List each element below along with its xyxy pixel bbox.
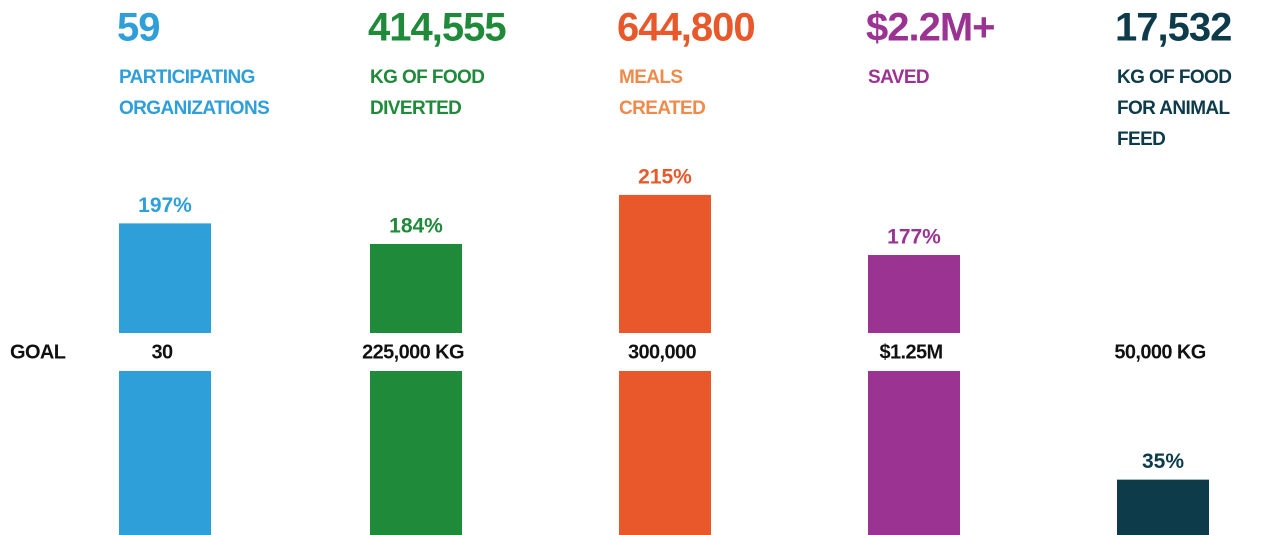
bar <box>868 255 960 535</box>
value-label: 215% <box>638 165 692 188</box>
goal-value: 30 <box>151 341 173 363</box>
headline: 59 <box>117 6 160 50</box>
metric-label: MEALS <box>619 67 683 88</box>
value-label: 197% <box>138 194 192 217</box>
metric-label: KG OF FOOD <box>1117 67 1231 88</box>
headline: 414,555 <box>368 6 506 50</box>
goal-value: 50,000 KG <box>1114 341 1205 363</box>
metric-label: FOR ANIMAL <box>1117 98 1231 119</box>
value-label: 35% <box>1142 450 1184 473</box>
bar <box>119 223 211 535</box>
goal-value: 225,000 KG <box>362 341 464 363</box>
bar <box>370 243 462 535</box>
headline: $2.2M+ <box>866 6 995 50</box>
bar <box>1117 479 1209 535</box>
goal-value: $1.25M <box>879 341 942 363</box>
goal-label: GOAL <box>10 341 66 363</box>
metric-label: DIVERTED <box>370 98 461 119</box>
metric-label: PARTICIPATING <box>119 67 255 88</box>
metric-label: ORGANIZATIONS <box>119 98 269 119</box>
value-label: 184% <box>389 214 443 237</box>
headline: 644,800 <box>617 6 755 50</box>
goal-value: 300,000 <box>628 341 697 363</box>
metric-label: SAVED <box>868 67 929 88</box>
metric-label: FEED <box>1117 129 1165 150</box>
value-label: 177% <box>887 226 941 249</box>
goal-gap <box>118 333 212 371</box>
metric-label: KG OF FOOD <box>370 67 484 88</box>
goal-gap <box>618 333 712 371</box>
metric-label: CREATED <box>619 98 705 119</box>
headline: 17,532 <box>1115 6 1231 50</box>
goal-gap <box>369 333 463 371</box>
goal-gap <box>867 333 961 371</box>
